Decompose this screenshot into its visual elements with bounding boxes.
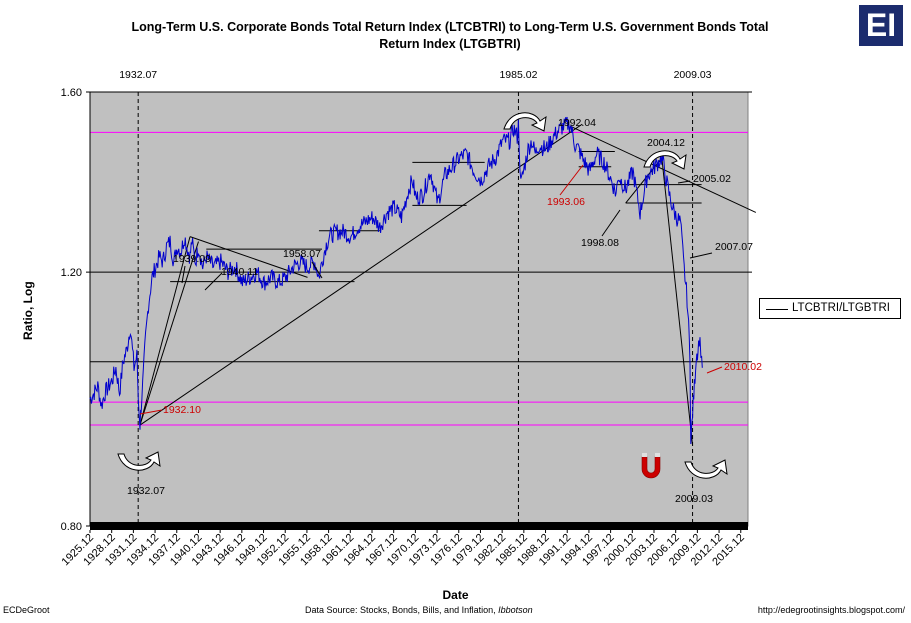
magnet-icon-tip-right <box>655 453 660 457</box>
annotation-label-0: 1939.09 <box>173 253 211 265</box>
turn-arrow-1932-shape <box>117 451 161 471</box>
magnet-icon <box>641 453 661 479</box>
series-line-0 <box>89 116 703 445</box>
annotation-label-8: 2004.12 <box>647 137 685 149</box>
magnet-icon-body <box>641 456 661 479</box>
footer-source: Data Source: Stocks, Bonds, Bills, and I… <box>305 605 533 615</box>
turn-arrow-1932 <box>117 451 161 471</box>
y-tick-label-2: 0.80 <box>61 521 82 533</box>
footer-source-text: Data Source: Stocks, Bonds, Bills, and I… <box>305 605 496 615</box>
trend-line-15 <box>661 157 694 446</box>
y-axis-label: Ratio, Log <box>21 281 35 340</box>
trend-line-13 <box>625 157 663 204</box>
trend-line-2 <box>139 241 199 426</box>
vertical-marker-label-0: 1932.07 <box>119 69 157 81</box>
annotation-leader-6 <box>559 164 584 196</box>
magnet-icon-tip-left <box>642 453 647 457</box>
trend-line-1 <box>139 236 191 426</box>
annotation-leader-3 <box>139 409 163 415</box>
annotation-leader-9 <box>677 180 691 184</box>
trend-line-0 <box>139 123 583 426</box>
footer-author: ECDeGroot <box>3 605 50 615</box>
legend-swatch <box>766 309 788 310</box>
legend-label: LTCBTRI/LTGBTRI <box>792 302 890 314</box>
annotation-label-9: 2005.02 <box>693 173 731 185</box>
annotation-label-11: 2010.02 <box>724 361 762 373</box>
annotation-label-2: 1958.07 <box>283 248 321 260</box>
turn-arrow-2009 <box>684 459 728 479</box>
annotation-label-5: 1992.04 <box>558 117 596 129</box>
footer-source-italic: Ibbotson <box>498 605 533 615</box>
annotation-label-10: 2007.07 <box>715 241 753 253</box>
y-tick-label-1: 1.20 <box>61 267 82 279</box>
vertical-marker-label-2: 2009.03 <box>674 69 712 81</box>
annotation-leader-11 <box>706 366 723 374</box>
turn-arrow-1985-shape <box>503 112 547 132</box>
annotation-label-1: 1940.11 <box>221 266 258 278</box>
annotation-label-7: 1998.08 <box>581 237 619 249</box>
annotation-label-3: 1932.10 <box>163 404 201 416</box>
turn-arrow-2004 <box>643 150 687 170</box>
annotation-leader-7 <box>601 209 621 237</box>
turn-arrow-1985 <box>503 112 547 132</box>
footer-url: http://edegrootinsights.blogspot.com/ <box>757 605 905 615</box>
annotation-label-4: 1932.07 <box>127 485 165 497</box>
annotation-leader-2 <box>311 261 323 279</box>
annotation-label-12: 2009.03 <box>675 493 713 505</box>
annotation-leader-0 <box>181 265 186 284</box>
turn-arrow-2009-shape <box>684 459 728 479</box>
chart-title-line2: Return Index (LTGBTRI) <box>379 37 521 51</box>
chart-title-line1: Long-Term U.S. Corporate Bonds Total Ret… <box>131 20 769 34</box>
vertical-marker-label-1: 1985.02 <box>499 69 537 81</box>
x-axis-band <box>90 522 748 530</box>
plot-area <box>89 91 749 527</box>
chart-title: Long-Term U.S. Corporate Bonds Total Ret… <box>80 19 820 53</box>
logo: EI <box>859 5 903 46</box>
annotation-leader-1 <box>204 272 223 291</box>
legend: LTCBTRI/LTGBTRI <box>759 298 901 319</box>
y-tick-label-0: 1.60 <box>61 87 82 99</box>
x-axis-label: Date <box>442 588 469 602</box>
annotation-label-6: 1993.06 <box>547 196 585 208</box>
annotation-leader-10 <box>689 252 713 259</box>
turn-arrow-2004-shape <box>643 150 687 170</box>
